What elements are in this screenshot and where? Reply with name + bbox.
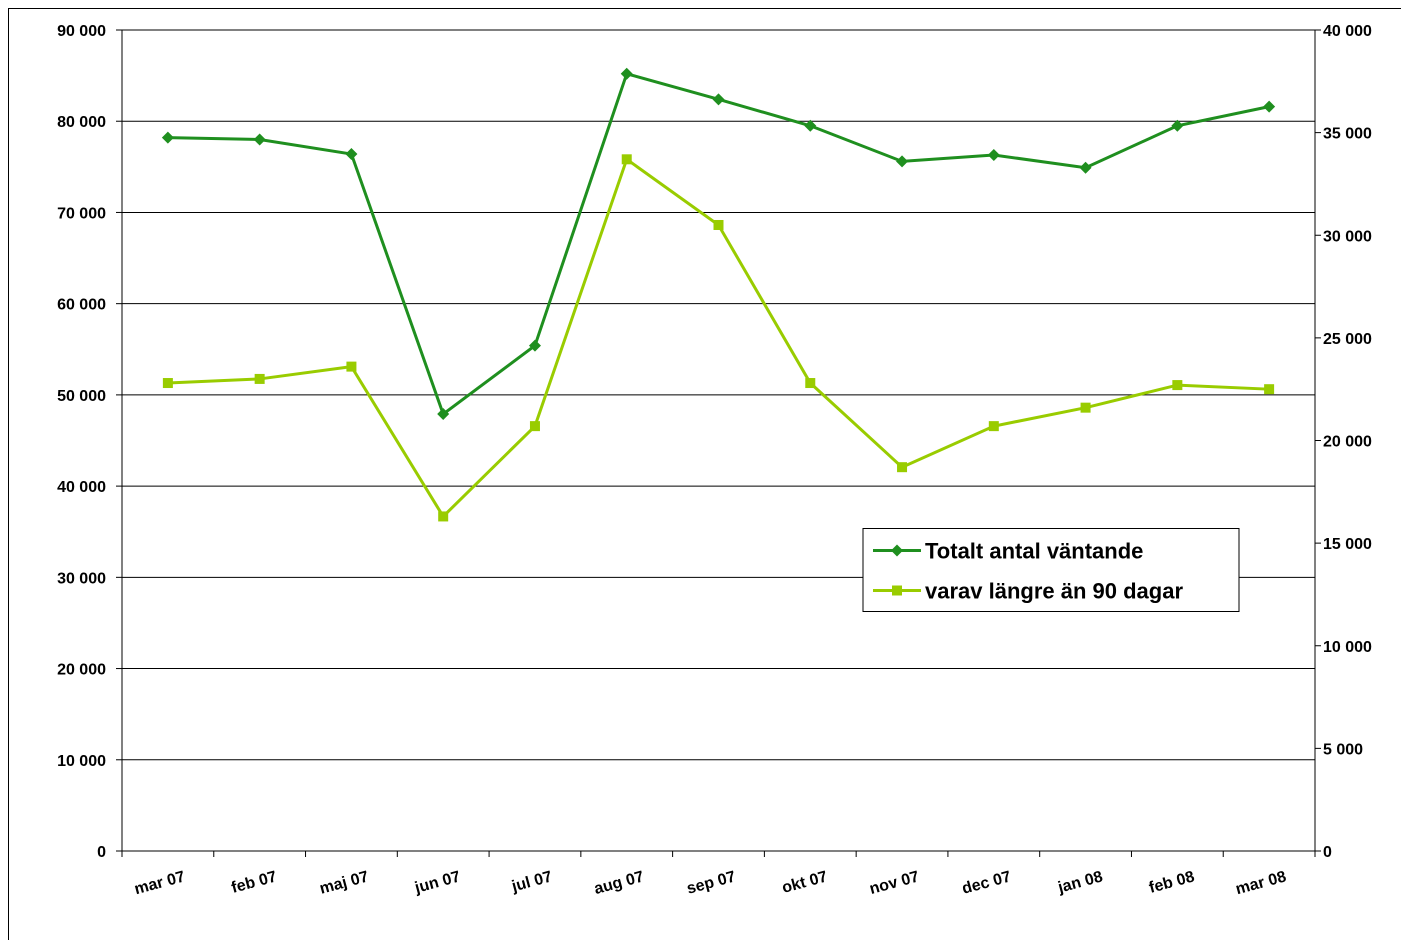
legend-label: Totalt antal väntande	[925, 539, 1143, 564]
point	[438, 511, 449, 522]
point	[161, 131, 174, 144]
y2-tick-label: 15 000	[1323, 536, 1372, 553]
point	[621, 154, 632, 165]
y2-tick-label: 30 000	[1323, 228, 1372, 245]
point	[162, 378, 173, 389]
point	[1079, 161, 1092, 174]
point	[437, 408, 450, 421]
y-tick-label: 80 000	[57, 114, 106, 131]
legend-label: varav längre än 90 dagar	[925, 579, 1183, 604]
point	[892, 585, 902, 596]
x-tick-label: aug 07	[592, 868, 645, 898]
x-tick-label: jan 08	[1055, 868, 1104, 896]
y-tick-label: 40 000	[57, 479, 106, 496]
legend-box	[862, 528, 1240, 612]
y2-tick-label: 10 000	[1323, 639, 1372, 656]
y-tick-label: 50 000	[57, 388, 106, 405]
x-tick-label: okt 07	[780, 868, 829, 896]
point	[987, 148, 1000, 161]
x-tick-label: dec 07	[960, 868, 1013, 897]
point	[1264, 384, 1275, 395]
point	[897, 462, 908, 473]
y-tick-label: 0	[97, 844, 106, 861]
x-tick-label: sep 07	[685, 868, 738, 897]
x-tick-label: mar 07	[133, 868, 187, 898]
point	[528, 339, 541, 352]
y-tick-label: 10 000	[57, 753, 106, 770]
x-tick-label: jun 07	[412, 868, 462, 897]
x-tick-label: feb 07	[230, 868, 279, 896]
y2-tick-label: 20 000	[1323, 434, 1372, 451]
point	[1263, 100, 1276, 113]
x-tick-label: mar 08	[1234, 868, 1288, 898]
point	[891, 544, 903, 557]
point	[346, 361, 357, 372]
x-tick-label: feb 08	[1147, 868, 1196, 896]
point	[620, 67, 633, 80]
point	[253, 133, 266, 146]
y-tick-label: 90 000	[57, 23, 106, 40]
x-tick-label: jul 07	[509, 868, 554, 895]
point	[1171, 119, 1184, 132]
point	[713, 219, 724, 230]
y-tick-label: 30 000	[57, 570, 106, 587]
point	[1172, 380, 1183, 391]
point	[988, 421, 999, 432]
point	[712, 93, 725, 106]
chart-border	[8, 8, 1401, 940]
y-tick-label: 70 000	[57, 205, 106, 222]
y2-tick-label: 35 000	[1323, 126, 1372, 143]
y2-tick-label: 5 000	[1323, 741, 1363, 758]
y2-tick-label: 0	[1323, 844, 1332, 861]
y2-tick-label: 25 000	[1323, 331, 1372, 348]
point	[804, 119, 817, 132]
point	[254, 373, 265, 384]
series-line	[167, 71, 1270, 417]
y2-tick-label: 40 000	[1323, 23, 1372, 40]
point	[1080, 402, 1091, 413]
y-tick-label: 60 000	[57, 297, 106, 314]
point	[345, 148, 358, 161]
y-tick-label: 20 000	[57, 662, 106, 679]
point	[805, 378, 816, 389]
point	[896, 155, 909, 168]
x-tick-label: nov 07	[868, 868, 921, 898]
point	[529, 421, 540, 432]
x-tick-label: maj 07	[318, 868, 371, 897]
